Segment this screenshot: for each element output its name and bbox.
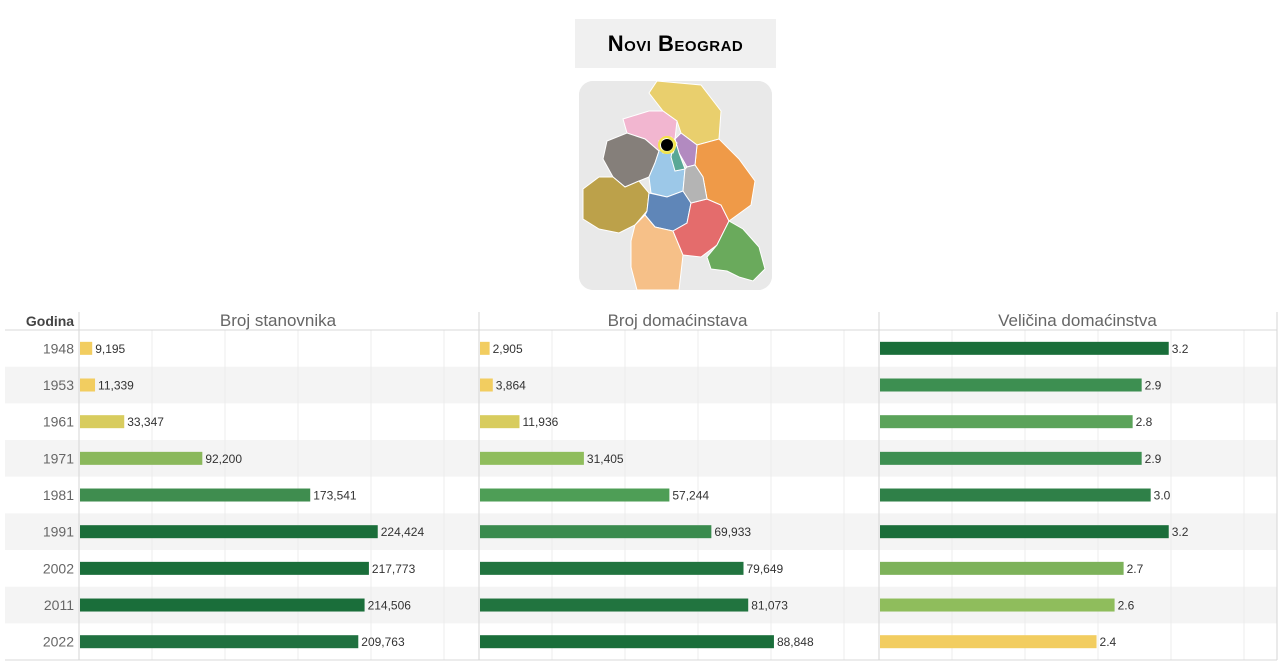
series-header-1: Broj domaćinstava xyxy=(608,311,748,330)
bar-1-2022 xyxy=(480,635,774,649)
bar-0-1991 xyxy=(80,525,378,539)
year-label: 1961 xyxy=(43,414,74,430)
bar-0-1953 xyxy=(80,378,96,392)
value-label-2-1991: 3.2 xyxy=(1172,525,1189,539)
bar-1-1961 xyxy=(480,415,520,429)
bar-0-1961 xyxy=(80,415,125,429)
location-marker-ring xyxy=(658,136,676,154)
map-region-mladenovac xyxy=(706,220,766,282)
value-label-1-1961: 11,936 xyxy=(522,415,558,429)
row-header-label: Godina xyxy=(26,313,74,329)
value-label-0-1991: 224,424 xyxy=(381,525,425,539)
year-label: 2002 xyxy=(43,560,74,576)
bar-0-1971 xyxy=(80,451,203,465)
value-label-0-1953: 11,339 xyxy=(98,379,134,393)
value-label-2-1971: 2.9 xyxy=(1145,452,1162,466)
bar-2-1961 xyxy=(880,415,1133,429)
bar-2-1991 xyxy=(880,525,1169,539)
bar-0-2002 xyxy=(80,561,369,575)
population-chart: Godina 1948 1953 1961 1971 1981 1991 2002 2011 20… xyxy=(5,311,1278,661)
value-label-0-1961: 33,347 xyxy=(127,415,164,429)
bar-0-1981 xyxy=(80,488,311,502)
bar-2-1948 xyxy=(880,341,1169,355)
bar-0-2011 xyxy=(80,598,365,612)
series-header-0: Broj stanovnika xyxy=(220,311,337,330)
value-label-2-1948: 3.2 xyxy=(1172,342,1189,356)
year-label: 1953 xyxy=(43,377,74,393)
bar-1-1991 xyxy=(480,525,712,539)
bar-1-2011 xyxy=(480,598,749,612)
value-label-1-1971: 31,405 xyxy=(587,452,624,466)
value-label-0-2022: 209,763 xyxy=(361,635,405,649)
value-label-1-1953: 3,864 xyxy=(496,379,526,393)
bar-2-1981 xyxy=(880,488,1151,502)
value-label-0-1981: 173,541 xyxy=(313,489,357,503)
bar-1-2002 xyxy=(480,561,744,575)
year-label: 2022 xyxy=(43,634,74,650)
year-label: 1948 xyxy=(43,340,74,356)
series-header-2: Veličina domaćinstva xyxy=(998,311,1157,330)
value-label-2-2002: 2.7 xyxy=(1127,562,1144,576)
municipality-map xyxy=(579,81,772,290)
title-box: Novi Beograd xyxy=(575,19,776,68)
value-label-2-1953: 2.9 xyxy=(1145,379,1162,393)
bar-2-2002 xyxy=(880,561,1124,575)
value-label-1-2022: 88,848 xyxy=(777,635,814,649)
page-title: Novi Beograd xyxy=(607,30,744,56)
bar-1-1948 xyxy=(480,341,490,355)
value-label-1-2002: 79,649 xyxy=(747,562,784,576)
value-label-1-1981: 57,244 xyxy=(672,489,709,503)
value-label-1-2011: 81,073 xyxy=(751,599,788,613)
value-label-2-2022: 2.4 xyxy=(1100,635,1117,649)
year-label: 1971 xyxy=(43,450,74,466)
value-label-2-2011: 2.6 xyxy=(1118,599,1135,613)
map-region-lazarevac xyxy=(630,214,684,290)
belgrade-map-image xyxy=(579,81,772,290)
bar-2-2011 xyxy=(880,598,1115,612)
bar-2-1953 xyxy=(880,378,1142,392)
value-label-2-1981: 3.0 xyxy=(1154,489,1171,503)
value-label-0-2002: 217,773 xyxy=(372,562,416,576)
bar-0-1948 xyxy=(80,341,93,355)
value-label-1-1991: 69,933 xyxy=(714,525,751,539)
value-label-1-1948: 2,905 xyxy=(493,342,523,356)
value-label-2-1961: 2.8 xyxy=(1136,415,1153,429)
bar-1-1971 xyxy=(480,451,584,465)
value-label-0-1948: 9,195 xyxy=(95,342,125,356)
bar-0-2022 xyxy=(80,635,359,649)
bar-2-2022 xyxy=(880,635,1097,649)
bar-1-1981 xyxy=(480,488,670,502)
map-region-vozdovac xyxy=(682,164,708,204)
year-label: 1991 xyxy=(43,524,74,540)
bar-2-1971 xyxy=(880,451,1142,465)
year-label: 2011 xyxy=(44,597,74,613)
year-label: 1981 xyxy=(43,487,74,503)
location-marker xyxy=(661,139,673,151)
value-label-0-2011: 214,506 xyxy=(368,599,412,613)
value-label-0-1971: 92,200 xyxy=(205,452,242,466)
bar-1-1953 xyxy=(480,378,493,392)
